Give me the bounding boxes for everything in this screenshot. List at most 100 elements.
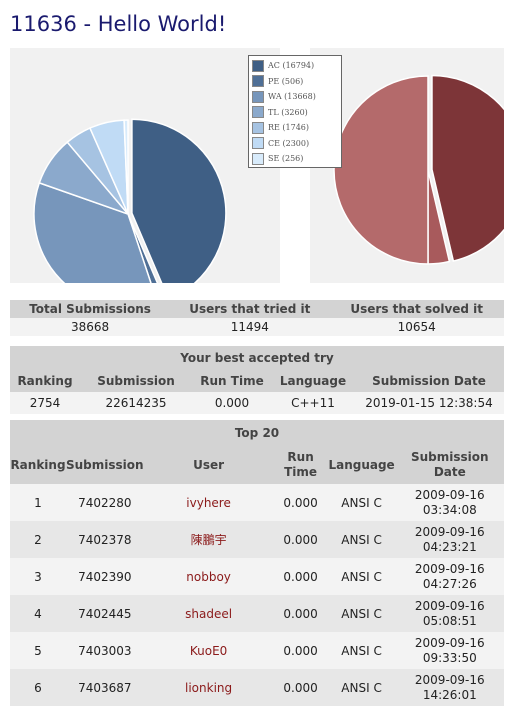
legend-label: AC (16794) bbox=[268, 61, 315, 71]
date-cell: 2009-09-16 04:27:26 bbox=[395, 558, 504, 595]
table-row: 6 7403687 lionking 0.000 ANSI C 2009-09-16 14:… bbox=[10, 669, 504, 706]
best-header-runtime: Run Time bbox=[192, 370, 272, 392]
submission-cell: 7402280 bbox=[66, 484, 144, 521]
rank-cell: 5 bbox=[10, 632, 66, 669]
date-time: 04:27:26 bbox=[422, 576, 477, 591]
date-cell: 2009-09-16 04:23:21 bbox=[395, 521, 504, 558]
legend-item: SE (256) bbox=[252, 151, 338, 167]
submissions-slice-6 bbox=[123, 119, 129, 215]
stats-total-value: 38668 bbox=[10, 318, 171, 336]
best-header-language: Language bbox=[272, 370, 354, 392]
legend-swatch bbox=[252, 75, 264, 88]
legend-item: CE (2300) bbox=[252, 136, 338, 152]
users-slice-2 bbox=[333, 75, 429, 265]
best-submission: 22614235 bbox=[80, 392, 192, 414]
legend-item: TL (3260) bbox=[252, 105, 338, 121]
rank-cell: 6 bbox=[10, 669, 66, 706]
rank-cell: 1 bbox=[10, 484, 66, 521]
top20-header-ranking: Ranking bbox=[10, 446, 66, 484]
table-row: 3 7402390 nobboy 0.000 ANSI C 2009-09-16 04:27… bbox=[10, 558, 504, 595]
stats-header-total: Total Submissions bbox=[10, 300, 171, 318]
best-language: C++11 bbox=[272, 392, 354, 414]
top20-table: Top 20 Ranking Submission User Run Time L… bbox=[10, 420, 504, 706]
legend-swatch bbox=[252, 59, 264, 72]
legend-swatch bbox=[252, 90, 264, 103]
top20-header-date: Submission Date bbox=[395, 446, 504, 484]
table-row: 4 7402445 shadeel 0.000 ANSI C 2009-09-16 05:0… bbox=[10, 595, 504, 632]
legend-swatch bbox=[252, 106, 264, 119]
user-link[interactable]: lionking bbox=[143, 669, 274, 706]
legend-item: PE (506) bbox=[252, 74, 338, 90]
legend-swatch bbox=[252, 152, 264, 165]
best-try-caption: Your best accepted try bbox=[10, 346, 504, 370]
user-link[interactable]: shadeel bbox=[143, 595, 274, 632]
best-header-submission: Submission bbox=[80, 370, 192, 392]
submission-cell: 7402378 bbox=[66, 521, 144, 558]
users-pie-svg bbox=[333, 74, 504, 265]
runtime-cell: 0.000 bbox=[273, 521, 328, 558]
legend-label: WA (13668) bbox=[268, 92, 316, 102]
language-cell: ANSI C bbox=[327, 632, 396, 669]
table-row: 2 7402378 陳鵬宇 0.000 ANSI C 2009-09-16 04:23:21 bbox=[10, 521, 504, 558]
legend-label: SE (256) bbox=[268, 154, 304, 164]
date-time: 09:33:50 bbox=[422, 650, 477, 665]
stats-header-tried: Users that tried it bbox=[170, 300, 330, 318]
pie-legend: AC (16794) PE (506) WA (13668) TL (3260) RE … bbox=[248, 55, 342, 168]
date-time: 05:08:51 bbox=[422, 613, 477, 628]
runtime-cell: 0.000 bbox=[273, 484, 328, 521]
date-day: 2009-09-16 bbox=[414, 598, 485, 613]
submission-cell: 7403687 bbox=[66, 669, 144, 706]
top20-header-user: User bbox=[143, 446, 274, 484]
table-row: 1 7402280 ivyhere 0.000 ANSI C 2009-09-16 03:3… bbox=[10, 484, 504, 521]
legend-item: WA (13668) bbox=[252, 89, 338, 105]
legend-label: CE (2300) bbox=[268, 138, 310, 148]
legend-label: TL (3260) bbox=[268, 107, 308, 117]
rank-cell: 4 bbox=[10, 595, 66, 632]
legend-label: PE (506) bbox=[268, 76, 304, 86]
top20-header-language: Language bbox=[327, 446, 396, 484]
date-cell: 2009-09-16 09:33:50 bbox=[395, 632, 504, 669]
best-header-date: Submission Date bbox=[354, 370, 504, 392]
date-cell: 2009-09-16 05:08:51 bbox=[395, 595, 504, 632]
submissions-slice-2 bbox=[33, 181, 152, 283]
stats-tried-value: 11494 bbox=[170, 318, 330, 336]
best-ranking: 2754 bbox=[10, 392, 80, 414]
user-link[interactable]: ivyhere bbox=[143, 484, 274, 521]
submissions-pie-chart bbox=[10, 48, 280, 283]
top20-caption: Top 20 bbox=[10, 420, 504, 446]
submission-cell: 7402390 bbox=[66, 558, 144, 595]
language-cell: ANSI C bbox=[327, 558, 396, 595]
submission-cell: 7403003 bbox=[66, 632, 144, 669]
submissions-pie-svg bbox=[33, 118, 227, 283]
runtime-cell: 0.000 bbox=[273, 595, 328, 632]
language-cell: ANSI C bbox=[327, 521, 396, 558]
users-slice-0 bbox=[431, 74, 504, 262]
date-day: 2009-09-16 bbox=[414, 635, 485, 650]
legend-label: RE (1746) bbox=[268, 123, 310, 133]
best-date: 2019-01-15 12:38:54 bbox=[354, 392, 504, 414]
best-try-table: Your best accepted try Ranking Submissio… bbox=[10, 346, 504, 414]
language-cell: ANSI C bbox=[327, 484, 396, 521]
date-day: 2009-09-16 bbox=[414, 487, 485, 502]
date-cell: 2009-09-16 03:34:08 bbox=[395, 484, 504, 521]
language-cell: ANSI C bbox=[327, 669, 396, 706]
legend-swatch bbox=[252, 121, 264, 134]
date-time: 03:34:08 bbox=[422, 502, 477, 517]
stats-header-solved: Users that solved it bbox=[329, 300, 504, 318]
language-cell: ANSI C bbox=[327, 595, 396, 632]
rank-cell: 3 bbox=[10, 558, 66, 595]
date-day: 2009-09-16 bbox=[414, 524, 485, 539]
page-title: 11636 - Hello World! bbox=[10, 12, 227, 36]
submission-cell: 7402445 bbox=[66, 595, 144, 632]
legend-item: RE (1746) bbox=[252, 120, 338, 136]
rank-cell: 2 bbox=[10, 521, 66, 558]
top20-header-runtime: Run Time bbox=[273, 446, 328, 484]
submissions-slice-0 bbox=[131, 118, 227, 283]
user-link[interactable]: nobboy bbox=[143, 558, 274, 595]
user-link[interactable]: KuoE0 bbox=[143, 632, 274, 669]
best-runtime: 0.000 bbox=[192, 392, 272, 414]
date-day: 2009-09-16 bbox=[414, 561, 485, 576]
legend-item: AC (16794) bbox=[252, 58, 338, 74]
stats-solved-value: 10654 bbox=[329, 318, 504, 336]
user-link[interactable]: 陳鵬宇 bbox=[143, 521, 274, 558]
